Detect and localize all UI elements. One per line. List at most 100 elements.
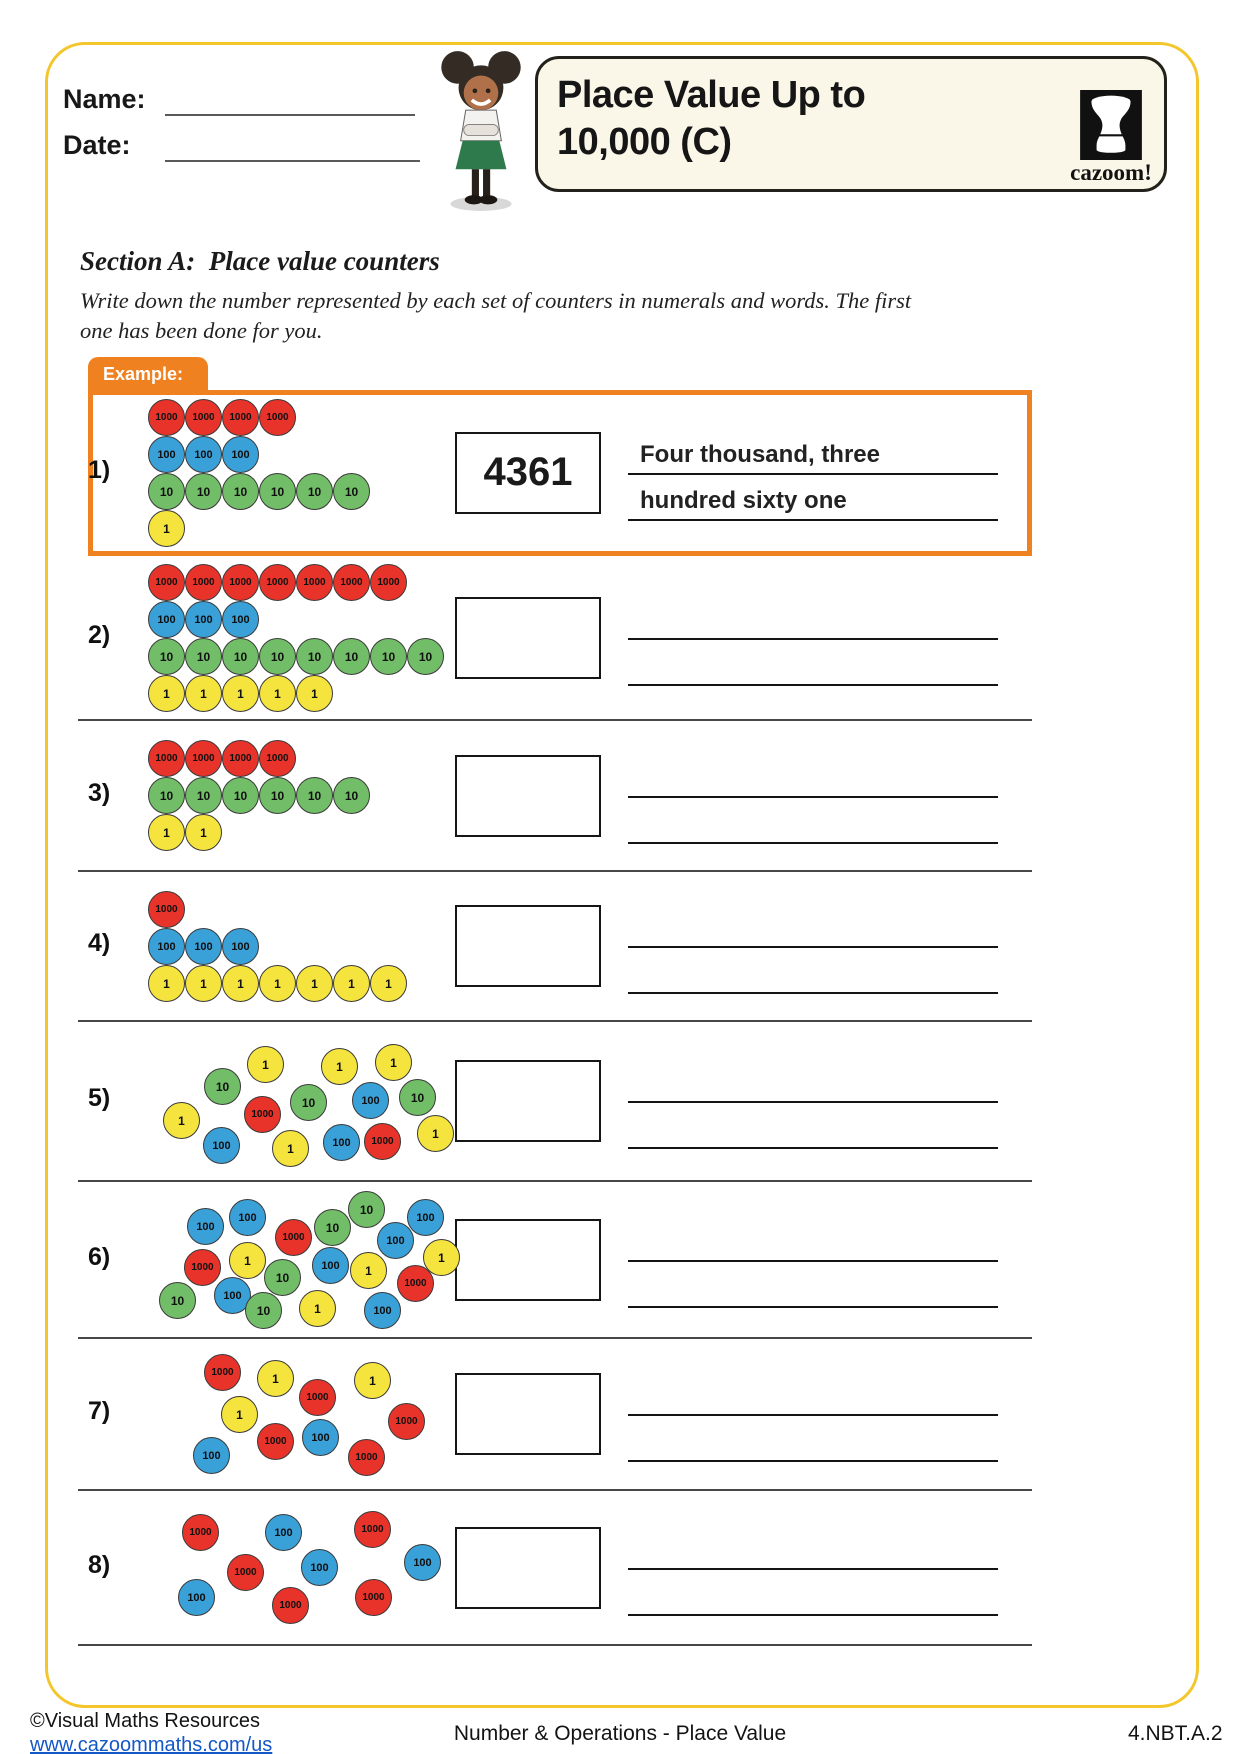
counter-1000: 1000: [272, 1587, 309, 1624]
question-7-words-line-1: [628, 1382, 998, 1416]
djembe-drum-icon: [1080, 90, 1142, 165]
counter-1: 1: [185, 814, 222, 851]
counter-1000: 1000: [227, 1554, 264, 1591]
counter-1: 1: [247, 1046, 284, 1083]
row-divider: [78, 1644, 1032, 1646]
counter-1000: 1000: [222, 399, 259, 436]
counter-100: 100: [407, 1199, 444, 1236]
counter-10: 10: [399, 1079, 436, 1116]
counter-1000: 1000: [148, 891, 185, 928]
title-line-2: 10,000 (C): [557, 121, 732, 163]
counter-1000: 1000: [185, 740, 222, 777]
counter-10: 10: [222, 777, 259, 814]
counter-1000: 1000: [355, 1579, 392, 1616]
counter-10: 10: [296, 777, 333, 814]
counter-1: 1: [423, 1239, 460, 1276]
counter-1: 1: [257, 1360, 294, 1397]
question-8-answer-box: [455, 1527, 601, 1609]
question-6-answer-box: [455, 1219, 601, 1301]
counter-100: 100: [193, 1437, 230, 1474]
counter-10: 10: [370, 638, 407, 675]
question-1-words-line-1: Four thousand, three: [628, 441, 998, 475]
question-2-label: 2): [88, 621, 111, 649]
counter-10: 10: [259, 638, 296, 675]
counter-1000: 1000: [259, 399, 296, 436]
counter-10: 10: [407, 638, 444, 675]
counter-100: 100: [185, 601, 222, 638]
row-divider: [78, 1337, 1032, 1339]
counter-100: 100: [323, 1124, 360, 1161]
counter-1: 1: [417, 1115, 454, 1152]
counter-100: 100: [229, 1199, 266, 1236]
counter-1000: 1000: [259, 740, 296, 777]
counter-1000: 1000: [333, 564, 370, 601]
counter-100: 100: [302, 1419, 339, 1456]
counter-100: 100: [203, 1127, 240, 1164]
counter-10: 10: [296, 473, 333, 510]
counter-1: 1: [222, 675, 259, 712]
counter-10: 10: [333, 777, 370, 814]
question-6-label: 6): [88, 1243, 111, 1271]
counter-1000: 1000: [397, 1265, 434, 1302]
question-4-label: 4): [88, 929, 111, 957]
counter-100: 100: [404, 1544, 441, 1581]
row-divider: [78, 1180, 1032, 1182]
counter-1000: 1000: [348, 1439, 385, 1476]
instructions-line-2: one has been done for you.: [80, 318, 323, 343]
counter-10: 10: [314, 1209, 351, 1246]
counter-10: 10: [259, 473, 296, 510]
counter-10: 10: [204, 1068, 241, 1105]
counter-1: 1: [333, 965, 370, 1002]
counter-100: 100: [148, 928, 185, 965]
counter-1000: 1000: [204, 1354, 241, 1391]
counter-100: 100: [185, 436, 222, 473]
counter-100: 100: [301, 1549, 338, 1586]
standard-code: 4.NBT.A.2: [1128, 1722, 1223, 1745]
counter-100: 100: [178, 1579, 215, 1616]
counter-10: 10: [185, 777, 222, 814]
counter-100: 100: [214, 1277, 251, 1314]
footer-topic: Number & Operations - Place Value: [453, 1722, 787, 1745]
counter-10: 10: [185, 638, 222, 675]
counter-1000: 1000: [296, 564, 333, 601]
worksheet-title: Place Value Up to 10,000 (C): [557, 72, 866, 166]
counter-10: 10: [333, 473, 370, 510]
counter-1: 1: [296, 965, 333, 1002]
counter-1: 1: [222, 965, 259, 1002]
question-5-label: 5): [88, 1084, 111, 1112]
counter-1000: 1000: [259, 564, 296, 601]
counter-10: 10: [264, 1259, 301, 1296]
question-5-words-line-1: [628, 1069, 998, 1103]
counter-10: 10: [185, 473, 222, 510]
title-box: [535, 56, 1167, 192]
counter-1000: 1000: [222, 740, 259, 777]
question-1-label: 1): [88, 456, 111, 484]
counter-1000: 1000: [275, 1219, 312, 1256]
question-2-words-line-2: [628, 652, 998, 686]
counter-1: 1: [221, 1396, 258, 1433]
counter-1000: 1000: [184, 1249, 221, 1286]
website-link[interactable]: www.cazoommaths.com/us: [30, 1734, 273, 1754]
question-6-words-line-2: [628, 1274, 998, 1308]
counter-100: 100: [222, 928, 259, 965]
example-tab: Example:: [88, 357, 208, 391]
counter-1000: 1000: [354, 1511, 391, 1548]
counter-1: 1: [296, 675, 333, 712]
counter-1: 1: [259, 965, 296, 1002]
instructions-line-1: Write down the number represented by eac…: [80, 288, 912, 313]
counter-10: 10: [259, 777, 296, 814]
counter-1000: 1000: [370, 564, 407, 601]
counter-10: 10: [296, 638, 333, 675]
name-label: Name:: [63, 84, 146, 114]
counter-10: 10: [222, 473, 259, 510]
counter-1000: 1000: [185, 564, 222, 601]
counter-1: 1: [229, 1242, 266, 1279]
counter-1: 1: [148, 814, 185, 851]
question-1-words-line-2: hundred sixty one: [628, 487, 998, 521]
counter-1: 1: [299, 1290, 336, 1327]
question-4-words-line-1: [628, 914, 998, 948]
counter-100: 100: [185, 928, 222, 965]
girl-student-illustration: [425, 45, 537, 218]
date-label: Date:: [63, 130, 131, 160]
